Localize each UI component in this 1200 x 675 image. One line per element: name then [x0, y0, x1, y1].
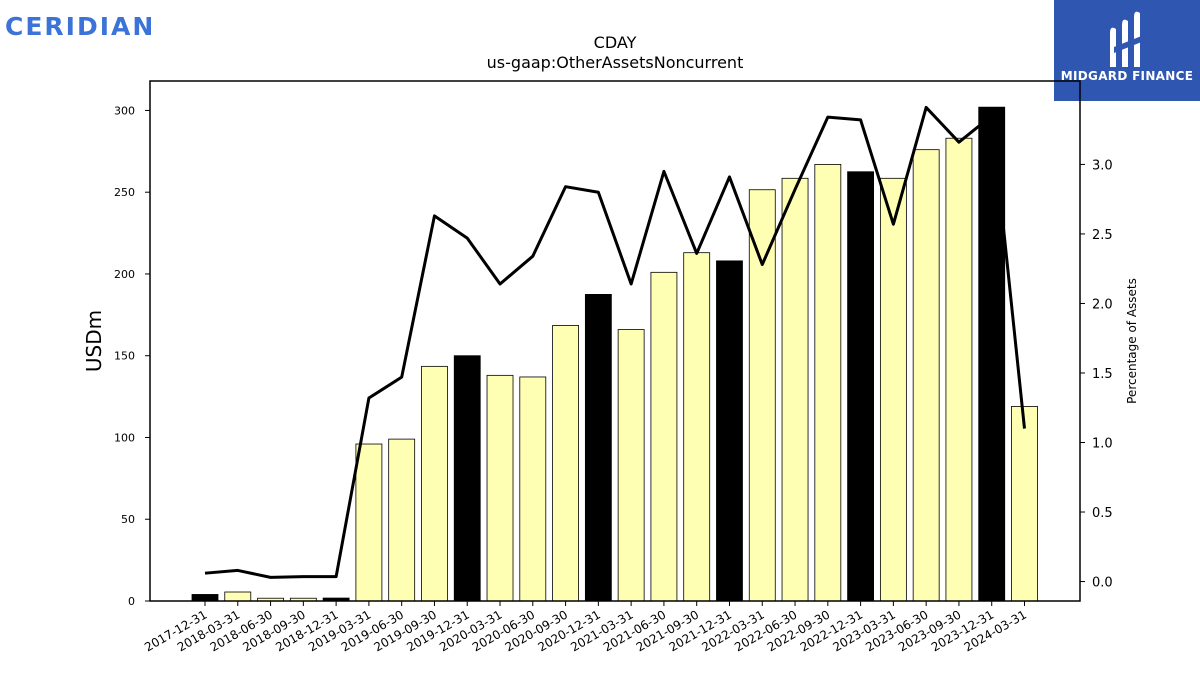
bar-2023-03-31 — [879, 177, 907, 602]
bar-2019-09-30 — [421, 365, 448, 602]
plot-frame — [149, 80, 1081, 602]
bars — [191, 106, 1038, 602]
bar-2020-12-31 — [584, 293, 612, 602]
percentage-line-series — [204, 105, 1026, 579]
y2-tick-label: 3.0 — [1092, 158, 1113, 173]
y2-tick-label: 1.0 — [1092, 436, 1113, 451]
ceridian-logo: CERIDIAN — [5, 12, 156, 41]
y2-tick-label: 1.5 — [1092, 367, 1113, 382]
bar-2019-03-31 — [355, 443, 383, 602]
y-tick-label: 100 — [114, 431, 135, 444]
bar-2022-12-31 — [847, 171, 874, 602]
y-tick-label: 200 — [114, 268, 135, 281]
y-tick-label: 150 — [114, 350, 135, 363]
y-tick-label: 50 — [121, 513, 135, 526]
bar-2023-12-31 — [978, 106, 1006, 602]
percentage-line — [204, 105, 1026, 579]
bar-2019-12-31 — [453, 355, 481, 602]
chart-subtitle: us-gaap:OtherAssetsNoncurrent — [487, 53, 744, 72]
midgard-finance-logo: MIDGARD FINANCE — [1054, 0, 1200, 101]
bar-2024-03-31 — [1011, 406, 1038, 602]
bar-2018-03-31 — [224, 591, 252, 602]
bar-2021-03-31 — [617, 329, 645, 602]
bar-2020-03-31 — [486, 374, 514, 602]
bar-2023-06-30 — [912, 149, 940, 602]
bar-2021-12-31 — [716, 260, 743, 602]
bar-2022-09-30 — [814, 163, 842, 602]
y-tick-label: 250 — [114, 186, 135, 199]
y2-tick-label: 2.5 — [1092, 228, 1113, 243]
y2-tick-label: 2.0 — [1092, 297, 1113, 312]
y-tick-label: 0 — [128, 595, 135, 608]
chart-title: CDAY — [594, 33, 637, 52]
bar-2022-06-30 — [781, 177, 809, 602]
y-axis-right: 0.0 0.5 1.0 1.5 2.0 2.5 3.0 — [1080, 158, 1113, 591]
bar-2020-09-30 — [552, 325, 579, 602]
bar-2019-06-30 — [388, 438, 416, 602]
midgard-finance-name: MIDGARD FINANCE — [1060, 69, 1194, 83]
y-tick-label: 300 — [114, 104, 135, 117]
x-axis: 2017-12-312018-03-312018-06-302018-09-30… — [142, 601, 1029, 654]
bar-2021-09-30 — [683, 252, 711, 602]
y-axis-left: 0 50 100 150 200 250 300 — [114, 104, 150, 608]
bar-2022-03-31 — [748, 189, 776, 602]
y2-tick-label: 0.0 — [1092, 576, 1113, 591]
midgard-logo-icon — [1110, 11, 1144, 68]
y-axis-label: USDm — [82, 310, 106, 372]
bar-2017-12-31 — [191, 594, 219, 602]
y2-tick-label: 0.5 — [1092, 506, 1113, 521]
bar-2020-06-30 — [519, 376, 547, 602]
bar-2023-09-30 — [945, 137, 973, 602]
bar-2021-06-30 — [650, 271, 678, 602]
y2-axis-label: Percentage of Assets — [1125, 278, 1139, 404]
